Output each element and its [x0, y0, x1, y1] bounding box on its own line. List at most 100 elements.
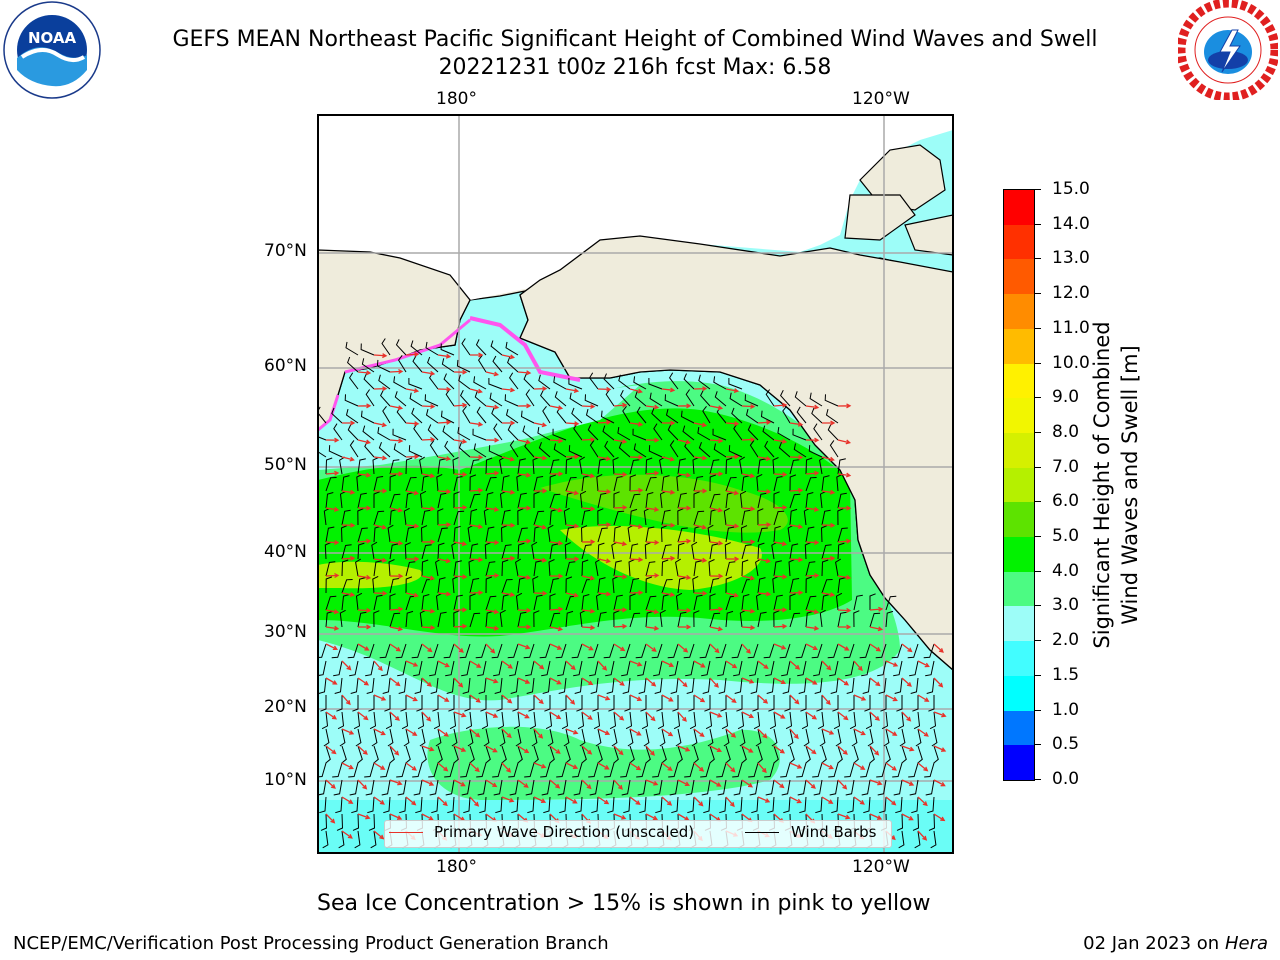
wind-barb [764, 762, 775, 778]
wind-barb [677, 458, 686, 475]
wind-barb [728, 445, 743, 458]
wave-direction-arrow [405, 490, 420, 496]
wind-barb [771, 541, 778, 560]
wind-barb [661, 594, 670, 611]
wind-barb [413, 779, 423, 796]
wave-direction-arrow [549, 471, 564, 477]
wind-barb [523, 643, 535, 659]
wave-direction-arrow [405, 660, 419, 667]
wind-barb [532, 457, 539, 475]
wind-barb [925, 660, 935, 677]
wind-barb [837, 508, 844, 526]
wind-barb [795, 643, 807, 659]
wave-direction-arrow [421, 711, 432, 722]
colorbar-tick-label: 1.5 [1052, 664, 1080, 685]
wave-direction-arrow [485, 470, 500, 476]
wave-direction-arrow [357, 677, 370, 686]
wind-barb [433, 711, 441, 730]
wind-barb [783, 796, 791, 814]
wave-direction-arrow [661, 522, 676, 528]
wave-direction-arrow [469, 660, 482, 668]
wind-barb [565, 492, 574, 509]
wind-barb [533, 510, 545, 526]
wave-direction-arrow [597, 456, 612, 462]
wave-direction-label: Primary Wave Direction (unscaled) [434, 823, 695, 841]
wave-direction-arrow [661, 728, 674, 737]
wave-direction-arrow [613, 438, 628, 444]
wind-barb [325, 610, 334, 628]
wind-barb [741, 475, 750, 492]
wind-barb [420, 525, 428, 543]
wind-barb [819, 728, 826, 747]
wind-barb [409, 392, 423, 407]
colorbar-segment [1004, 675, 1034, 711]
wind-barb [483, 728, 490, 747]
wave-direction-arrow [677, 643, 689, 653]
wave-direction-arrow [709, 471, 724, 477]
wind-barb [675, 592, 683, 611]
wind-barb [339, 609, 346, 628]
wind-barb [693, 510, 705, 526]
wave-direction-arrow [358, 624, 372, 630]
colorbar-tick-mark [1035, 570, 1041, 572]
wave-direction-arrow [693, 694, 706, 703]
wave-direction-arrow [453, 471, 468, 477]
colorbar-tick-mark [1035, 674, 1041, 676]
wind-barb [549, 493, 561, 509]
wave-direction-arrow [373, 694, 387, 701]
wind-barb [691, 541, 698, 560]
wind-barb [896, 813, 904, 831]
wind-barb [565, 477, 577, 492]
wave-direction-arrow [645, 404, 660, 410]
wave-direction-arrow [405, 728, 418, 736]
wind-barb [808, 445, 823, 458]
wind-barb [789, 459, 800, 475]
wind-barb [469, 493, 481, 509]
wave-direction-arrow [741, 625, 756, 631]
wave-direction-arrow [709, 405, 724, 411]
wave-direction-arrow [661, 660, 675, 667]
wave-direction-arrow [709, 643, 720, 654]
wind-barb [488, 445, 503, 458]
wind-barb [395, 643, 407, 659]
wave-direction-arrow [789, 796, 802, 804]
wind-barb [437, 458, 446, 475]
wave-direction-arrow [565, 421, 580, 427]
wave-direction-arrow [709, 507, 724, 513]
wave-direction-arrow [597, 386, 612, 392]
wave-direction-arrow [629, 590, 644, 596]
wind-barb [469, 459, 480, 475]
wind-barb [444, 440, 455, 458]
wind-barb [396, 762, 407, 778]
wind-barb [369, 711, 377, 730]
wind-barb [755, 592, 763, 611]
wind-barb [325, 492, 334, 509]
colorbar-tick-label: 0.0 [1052, 769, 1080, 789]
wind-barb [773, 745, 779, 764]
lat-tick-40n: 40°N [264, 542, 307, 562]
wind-barb [760, 410, 775, 424]
wind-barb [568, 378, 583, 390]
wave-direction-arrow [357, 538, 372, 544]
wind-barb [667, 643, 679, 659]
wave-direction-arrow [805, 609, 820, 615]
wind-barb [796, 762, 807, 778]
wind-barb [848, 695, 855, 712]
wave-direction-arrow [901, 745, 915, 752]
wind-barb [927, 796, 935, 814]
wave-direction-arrow [885, 728, 898, 736]
wind-barb [789, 508, 798, 526]
wave-direction-arrow [565, 490, 580, 496]
wave-direction-arrow [549, 438, 564, 444]
colorbar-tick-mark [1035, 536, 1041, 538]
wave-direction-arrow [693, 590, 708, 596]
colorbar-segment [1004, 606, 1034, 642]
wind-barb [525, 660, 535, 677]
wave-direction-arrow [469, 557, 484, 563]
wave-direction-arrow [421, 575, 436, 581]
wind-barb [622, 405, 631, 424]
wind-barb [923, 643, 935, 659]
wave-direction-arrow [645, 573, 660, 579]
wind-barb-label: Wind Barbs [791, 823, 877, 841]
wave-direction-arrow [757, 728, 768, 739]
